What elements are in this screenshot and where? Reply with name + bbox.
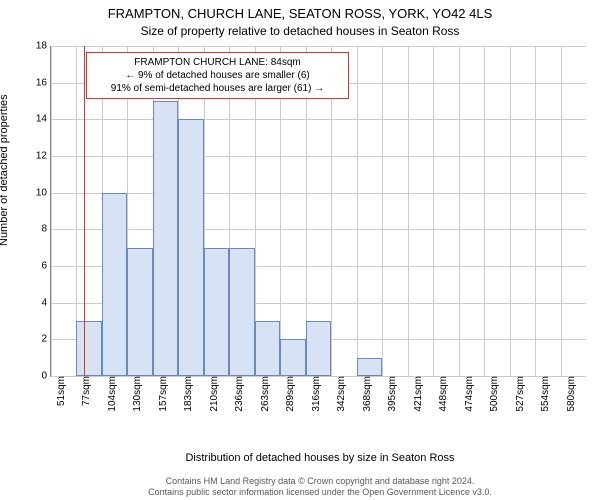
footer-line2: Contains public sector information licen… xyxy=(148,487,492,497)
histogram-bar xyxy=(178,119,203,376)
histogram-bar xyxy=(153,101,178,376)
y-axis-label: Number of detached properties xyxy=(0,94,10,246)
histogram-bar xyxy=(127,248,152,376)
gridline-v xyxy=(408,46,409,376)
chart-container: FRAMPTON, CHURCH LANE, SEATON ROSS, YORK… xyxy=(0,0,600,500)
histogram-bar xyxy=(306,321,331,376)
histogram-bar xyxy=(204,248,229,376)
gridline-v xyxy=(510,46,511,376)
y-tick-label: 8 xyxy=(41,224,51,235)
x-tick-label: 263sqm xyxy=(257,376,271,412)
x-tick-label: 157sqm xyxy=(155,376,169,412)
x-tick-label: 104sqm xyxy=(104,376,118,412)
gridline-v xyxy=(561,46,562,376)
x-tick-label: 51sqm xyxy=(53,376,67,406)
x-tick-label: 183sqm xyxy=(180,376,194,412)
y-tick-label: 12 xyxy=(36,151,51,162)
chart-title: FRAMPTON, CHURCH LANE, SEATON ROSS, YORK… xyxy=(0,6,600,21)
gridline-v xyxy=(484,46,485,376)
histogram-bar xyxy=(280,339,305,376)
histogram-bar xyxy=(357,358,382,376)
x-tick-label: 448sqm xyxy=(435,376,449,412)
y-tick-label: 18 xyxy=(36,41,51,52)
y-tick-label: 4 xyxy=(41,297,51,308)
x-tick-label: 580sqm xyxy=(563,376,577,412)
x-tick-label: 316sqm xyxy=(308,376,322,412)
chart-subtitle: Size of property relative to detached ho… xyxy=(0,24,600,38)
gridline-h xyxy=(51,193,586,194)
y-tick-label: 16 xyxy=(36,77,51,88)
gridline-h xyxy=(51,229,586,230)
x-tick-label: 474sqm xyxy=(461,376,475,412)
gridline-v xyxy=(459,46,460,376)
y-tick-label: 10 xyxy=(36,187,51,198)
footer-attribution: Contains HM Land Registry data © Crown c… xyxy=(50,476,590,499)
x-tick-label: 289sqm xyxy=(282,376,296,412)
gridline-h xyxy=(51,156,586,157)
x-axis-label: Distribution of detached houses by size … xyxy=(50,452,590,464)
annotation-line1: FRAMPTON CHURCH LANE: 84sqm xyxy=(93,56,342,69)
y-tick-label: 6 xyxy=(41,261,51,272)
annotation-box: FRAMPTON CHURCH LANE: 84sqm← 9% of detac… xyxy=(86,52,349,99)
gridline-v xyxy=(51,46,52,376)
gridline-h xyxy=(51,119,586,120)
gridline-v xyxy=(433,46,434,376)
x-tick-label: 130sqm xyxy=(129,376,143,412)
x-tick-label: 236sqm xyxy=(231,376,245,412)
annotation-line2: ← 9% of detached houses are smaller (6) xyxy=(93,69,342,82)
gridline-v xyxy=(357,46,358,376)
x-tick-label: 554sqm xyxy=(537,376,551,412)
footer-line1: Contains HM Land Registry data © Crown c… xyxy=(166,476,475,486)
x-tick-label: 527sqm xyxy=(512,376,526,412)
y-tick-label: 2 xyxy=(41,334,51,345)
histogram-bar xyxy=(255,321,280,376)
x-tick-label: 421sqm xyxy=(410,376,424,412)
histogram-bar xyxy=(76,321,101,376)
histogram-bar xyxy=(229,248,254,376)
x-tick-label: 342sqm xyxy=(333,376,347,412)
x-tick-label: 368sqm xyxy=(359,376,373,412)
annotation-line3: 91% of semi-detached houses are larger (… xyxy=(93,82,342,95)
y-tick-label: 14 xyxy=(36,114,51,125)
y-tick-label: 0 xyxy=(41,371,51,382)
gridline-v xyxy=(382,46,383,376)
x-tick-label: 395sqm xyxy=(384,376,398,412)
x-tick-label: 210sqm xyxy=(206,376,220,412)
histogram-bar xyxy=(102,193,127,376)
gridline-v xyxy=(535,46,536,376)
x-tick-label: 500sqm xyxy=(486,376,500,412)
gridline-h xyxy=(51,46,586,47)
plot-area: 02468101214161851sqm77sqm104sqm130sqm157… xyxy=(50,46,586,377)
x-tick-label: 77sqm xyxy=(78,376,92,406)
